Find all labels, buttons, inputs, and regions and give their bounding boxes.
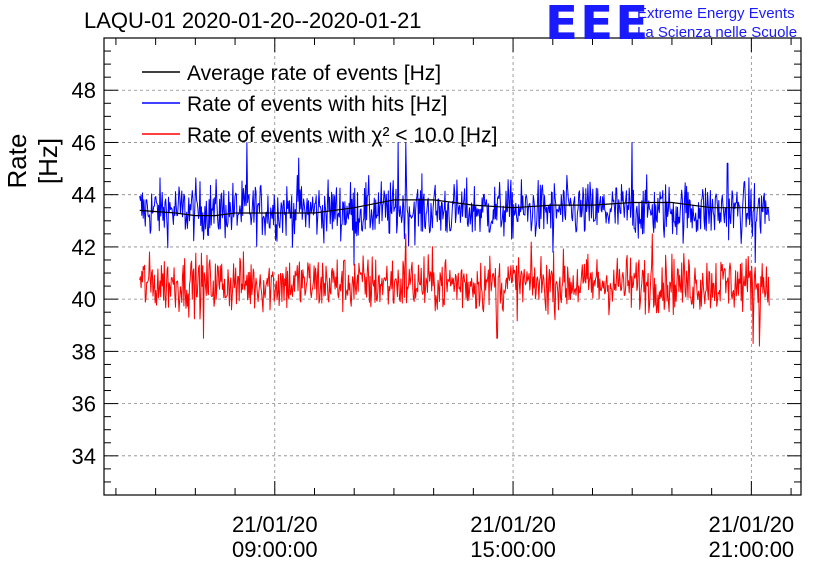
eee-logo: EEE [545,0,651,50]
x-tick-label-time: 15:00:00 [470,537,556,562]
y-tick-label: 40 [72,287,96,312]
y-tick-label: 48 [72,78,96,103]
y-tick-label: 46 [72,130,96,155]
x-tick-label-time: 21:00:00 [709,537,795,562]
legend-label-hits: Rate of events with hits [Hz] [187,93,447,116]
series-line-2 [139,233,770,347]
y-tick-label: 34 [72,444,96,469]
x-tick-label-time: 09:00:00 [232,537,318,562]
y-tick-label: 36 [72,392,96,417]
legend: Average rate of events [Hz] Rate of even… [142,62,497,147]
series-line-1 [139,142,770,266]
y-axis: 34 36 38 40 42 44 46 48 [72,50,801,496]
series-layer [139,142,770,347]
x-axis: 21/01/2009:00:0021/01/2015:00:0021/01/20… [115,38,795,562]
legend-label-average: Average rate of events [Hz] [187,62,441,85]
y-tick-label: 38 [72,339,96,364]
plot-frame [103,37,802,496]
chart-title: LAQU-01 2020-01-20--2020-01-21 [84,8,422,33]
logo-line-2: La Scienza nelle Scuole [637,24,798,41]
y-tick-label: 42 [72,235,96,260]
logo-line-1: Extreme Energy Events [637,5,795,22]
x-tick-label-date: 21/01/20 [709,512,795,537]
y-tick-label: 44 [72,183,96,208]
y-axis-label: Rate [Hz] [2,133,63,189]
x-tick-label-date: 21/01/20 [232,512,318,537]
x-tick-label-date: 21/01/20 [470,512,556,537]
legend-label-chi2: Rate of events with χ² < 10.0 [Hz] [187,124,497,147]
series-line-0 [139,199,770,217]
